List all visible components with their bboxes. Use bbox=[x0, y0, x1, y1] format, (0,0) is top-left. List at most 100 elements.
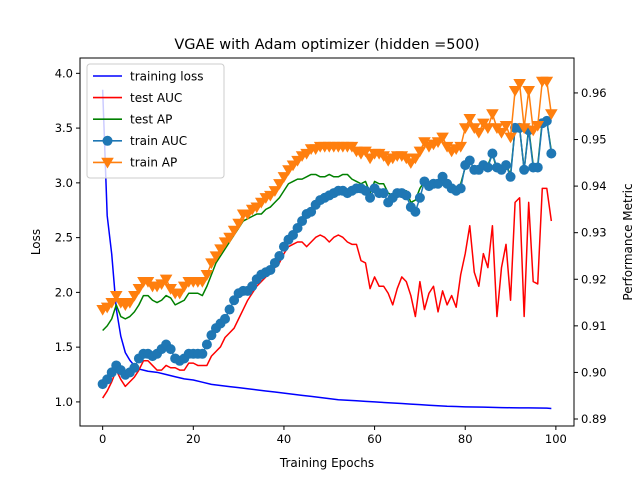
x-tick-label: 80 bbox=[458, 432, 473, 446]
data-point-train-ap bbox=[273, 179, 286, 190]
series-test-auc bbox=[102, 187, 553, 399]
legend-label: test AUC bbox=[130, 91, 182, 105]
data-point-train-ap bbox=[495, 127, 508, 139]
data-point-train-auc bbox=[532, 162, 543, 173]
y-right-tick-label: 0.91 bbox=[581, 319, 607, 333]
data-point-train-ap bbox=[227, 225, 241, 237]
data-point-train-ap bbox=[409, 153, 422, 165]
y-axis-left-title: Loss bbox=[29, 229, 43, 255]
data-point-train-auc bbox=[519, 164, 530, 175]
y-left-tick-label: 4.0 bbox=[55, 66, 73, 80]
data-point-train-auc bbox=[224, 304, 235, 315]
data-point-train-ap bbox=[159, 274, 173, 286]
data-point-train-auc bbox=[365, 192, 376, 203]
data-point-train-auc bbox=[546, 148, 557, 159]
data-point-train-auc bbox=[102, 374, 113, 385]
series-train-ap bbox=[96, 76, 558, 316]
y-right-tick-label: 0.96 bbox=[581, 86, 607, 100]
data-point-train-auc bbox=[501, 160, 512, 171]
y-right-tick-label: 0.89 bbox=[581, 412, 607, 426]
legend-item-train-ap: train AP bbox=[93, 156, 177, 170]
data-point-train-auc bbox=[220, 313, 231, 324]
y-left-tick-label: 3.0 bbox=[55, 176, 73, 190]
data-point-train-auc bbox=[297, 216, 308, 227]
data-point-train-ap bbox=[232, 218, 245, 230]
legend-item-train-auc: train AUC bbox=[93, 134, 187, 148]
legend-box bbox=[86, 63, 225, 179]
plot-frame bbox=[79, 57, 575, 427]
data-point-train-auc bbox=[410, 206, 421, 217]
series-train-auc bbox=[97, 115, 557, 390]
y-right-tick-label: 0.92 bbox=[581, 272, 607, 286]
data-point-train-auc bbox=[269, 257, 280, 268]
data-point-train-auc bbox=[197, 348, 208, 359]
y-right-tick-label: 0.93 bbox=[581, 226, 607, 240]
data-point-train-ap bbox=[209, 251, 223, 263]
data-point-train-auc bbox=[360, 185, 371, 196]
data-point-train-ap bbox=[540, 76, 554, 88]
legend-label: test AP bbox=[130, 113, 172, 127]
legend-label: train AUC bbox=[130, 134, 187, 148]
data-point-train-auc bbox=[505, 171, 516, 182]
data-point-train-auc bbox=[288, 230, 299, 241]
data-point-train-auc bbox=[464, 155, 475, 166]
y-axis-left: 1.0 1.5 2.0 2.5 3.0 3.5 4.0 bbox=[55, 66, 80, 409]
data-point-train-ap bbox=[499, 120, 513, 132]
plot-area bbox=[96, 76, 558, 410]
data-point-train-ap bbox=[268, 186, 282, 197]
data-point-train-ap bbox=[436, 132, 449, 144]
data-point-train-ap bbox=[531, 120, 545, 132]
data-point-train-ap bbox=[463, 113, 477, 125]
data-point-train-ap bbox=[105, 297, 119, 309]
data-point-train-ap bbox=[458, 123, 472, 134]
data-point-train-ap bbox=[205, 258, 218, 270]
y-right-tick-label: 0.90 bbox=[581, 365, 607, 379]
data-point-train-auc bbox=[165, 344, 176, 355]
data-point-train-auc bbox=[414, 192, 425, 203]
y-axis-right: 0.89 0.90 0.91 0.92 0.93 0.94 0.95 0.96 bbox=[574, 86, 607, 426]
x-tick-label: 20 bbox=[186, 432, 201, 446]
data-point-train-ap bbox=[196, 276, 209, 288]
data-point-train-auc bbox=[274, 250, 285, 261]
legend-item-test-ap: test AP bbox=[93, 113, 172, 127]
data-point-train-ap bbox=[513, 79, 526, 90]
data-point-train-ap bbox=[109, 290, 123, 302]
data-point-train-ap bbox=[517, 123, 531, 134]
data-point-train-auc bbox=[292, 223, 303, 234]
data-point-train-ap bbox=[508, 86, 522, 97]
data-point-train-ap bbox=[359, 146, 372, 158]
data-point-train-auc bbox=[129, 362, 140, 373]
x-tick-label: 100 bbox=[545, 432, 567, 446]
x-axis-title: Training Epochs bbox=[279, 456, 374, 470]
y-left-tick-label: 2.0 bbox=[55, 285, 73, 299]
x-tick-label: 0 bbox=[99, 432, 106, 446]
data-point-train-ap bbox=[277, 172, 291, 183]
series-line-training-loss bbox=[101, 89, 552, 410]
data-point-train-auc bbox=[206, 330, 217, 341]
data-point-train-auc bbox=[541, 115, 552, 126]
legend-item-test-auc: test AUC bbox=[93, 91, 182, 105]
data-point-train-ap bbox=[173, 288, 187, 300]
data-point-train-ap bbox=[472, 127, 486, 139]
legend-marker bbox=[102, 135, 113, 146]
data-point-train-ap bbox=[504, 132, 517, 144]
legend-label: train AP bbox=[130, 156, 177, 170]
data-point-train-auc bbox=[278, 241, 289, 252]
data-point-train-auc bbox=[482, 162, 493, 173]
y-left-tick-label: 1.5 bbox=[55, 340, 73, 354]
data-point-train-ap bbox=[223, 232, 236, 244]
data-point-train-auc bbox=[401, 190, 412, 201]
data-point-train-auc bbox=[106, 367, 117, 378]
data-point-train-ap bbox=[214, 244, 227, 256]
series-training-loss bbox=[101, 89, 552, 410]
y-right-tick-label: 0.94 bbox=[581, 179, 607, 193]
data-point-train-auc bbox=[487, 148, 498, 159]
data-point-train-auc bbox=[306, 206, 317, 217]
y-left-tick-label: 1.0 bbox=[55, 395, 73, 409]
series-line-test-auc bbox=[102, 187, 553, 399]
data-point-train-auc bbox=[455, 183, 466, 194]
data-point-train-ap bbox=[522, 86, 535, 97]
data-point-train-auc bbox=[265, 264, 276, 275]
legend-item-training-loss: training loss bbox=[93, 69, 203, 83]
